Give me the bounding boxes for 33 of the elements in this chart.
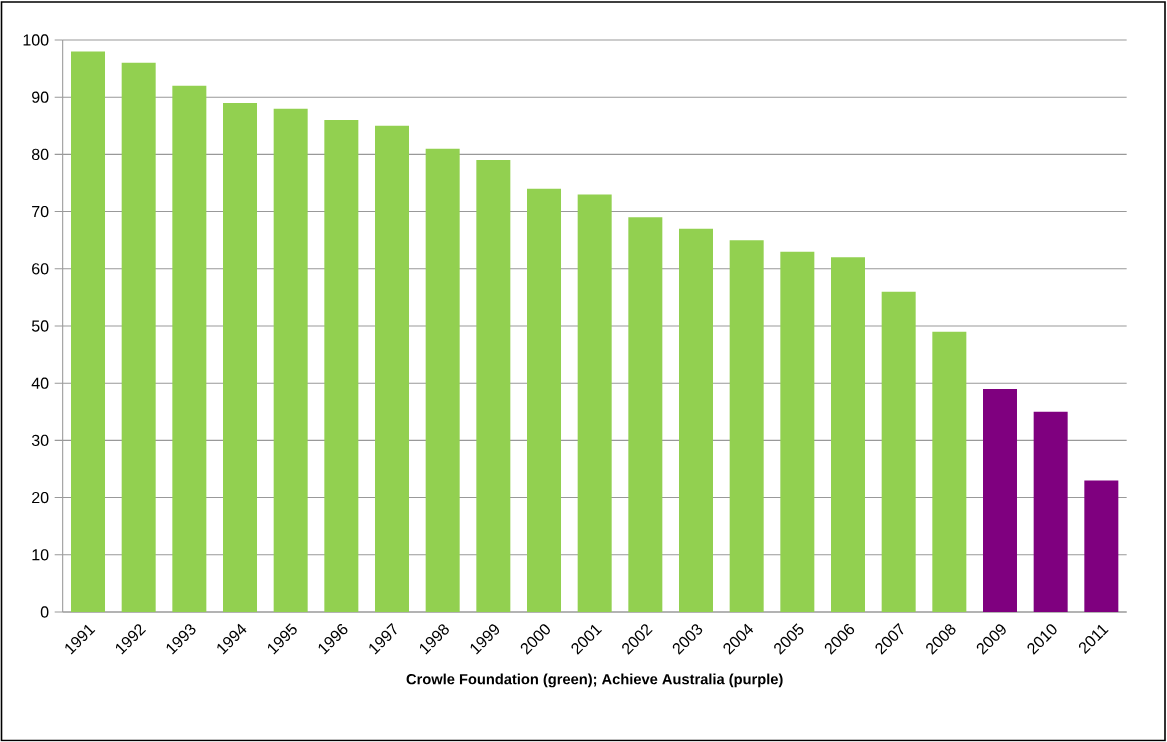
y-tick-label: 0 xyxy=(40,606,49,618)
y-tick-label: 40 xyxy=(31,377,49,389)
bar xyxy=(780,251,815,612)
bar xyxy=(223,102,258,612)
bar xyxy=(831,257,865,612)
y-tick-label: 30 xyxy=(31,434,49,447)
bar xyxy=(679,228,714,612)
bar xyxy=(881,291,916,612)
y-tick-label: 80 xyxy=(31,148,49,161)
y-tick-label: 60 xyxy=(32,263,49,275)
bar xyxy=(324,120,359,612)
bar xyxy=(729,240,764,612)
y-tick-label: 20 xyxy=(32,491,49,504)
bar xyxy=(983,388,1017,612)
y-tick-label: 90 xyxy=(32,91,49,103)
bar xyxy=(121,62,156,612)
x-axis-title: Crowle Foundation (green); Achieve Australia (purple) xyxy=(406,673,783,688)
bar xyxy=(577,194,612,612)
bar xyxy=(71,51,106,612)
bar xyxy=(375,125,410,612)
bar xyxy=(527,188,562,612)
bar xyxy=(1084,480,1119,612)
bar xyxy=(273,108,308,612)
y-tick-label: 10 xyxy=(32,549,49,561)
y-tick-label: 50 xyxy=(31,320,49,332)
bar xyxy=(1033,411,1068,612)
bar xyxy=(628,217,663,612)
y-tick-label: 70 xyxy=(32,205,49,218)
bar xyxy=(172,85,207,612)
bar xyxy=(425,148,460,612)
y-tick-label: 100 xyxy=(23,34,49,46)
bar xyxy=(932,331,967,612)
bar xyxy=(476,160,511,612)
